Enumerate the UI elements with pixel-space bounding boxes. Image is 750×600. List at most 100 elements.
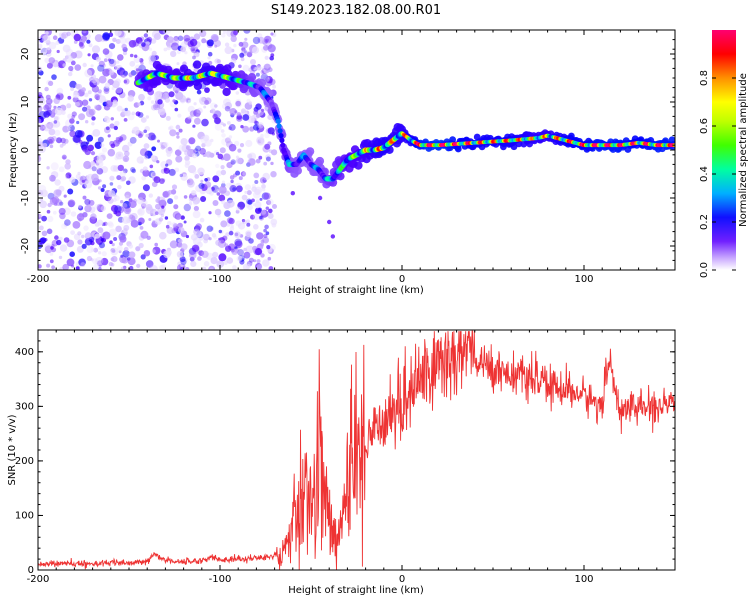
noise-blob bbox=[159, 178, 165, 185]
noise-blob bbox=[248, 152, 257, 161]
noise-blob bbox=[53, 115, 60, 122]
noise-blob bbox=[261, 209, 267, 215]
noise-blob bbox=[208, 237, 212, 241]
noise-blob bbox=[77, 171, 81, 175]
noise-blob bbox=[148, 47, 153, 51]
noise-blob bbox=[102, 63, 106, 68]
noise-blob bbox=[235, 209, 240, 214]
noise-blob bbox=[84, 237, 93, 246]
noise-blob bbox=[94, 106, 98, 110]
noise-blob bbox=[235, 91, 240, 95]
noise-blob bbox=[46, 62, 53, 69]
noise-blob bbox=[56, 49, 60, 54]
noise-blob bbox=[264, 55, 269, 60]
noise-blob bbox=[229, 185, 237, 193]
noise-blob bbox=[179, 267, 184, 270]
noise-blob bbox=[115, 225, 122, 233]
noise-blob bbox=[66, 258, 75, 267]
noise-blob bbox=[98, 95, 106, 103]
noise-blob bbox=[184, 51, 188, 55]
noise-blob bbox=[245, 139, 253, 148]
noise-blob bbox=[163, 47, 168, 52]
noise-blob bbox=[157, 99, 163, 105]
noise-blob bbox=[72, 91, 80, 99]
noise-blob bbox=[42, 143, 48, 148]
ridge-halo bbox=[454, 145, 462, 153]
noise-blob bbox=[267, 67, 273, 73]
x-tick-label: 0 bbox=[399, 574, 405, 585]
noise-blob bbox=[141, 206, 145, 210]
noise-blob bbox=[216, 170, 222, 177]
noise-blob bbox=[202, 266, 207, 270]
noise-blob bbox=[169, 129, 177, 137]
colorbar-label: Normalized spectral amplitude bbox=[738, 73, 749, 227]
noise-blob bbox=[75, 83, 80, 89]
noise-blob bbox=[84, 198, 91, 206]
noise-blob bbox=[46, 263, 51, 268]
noise-blob bbox=[135, 111, 141, 117]
noise-blob bbox=[71, 111, 77, 117]
noise-blob bbox=[115, 151, 124, 160]
noise-blob bbox=[174, 90, 179, 94]
noise-blob bbox=[241, 219, 246, 223]
noise-blob bbox=[145, 260, 154, 268]
noise-blob bbox=[65, 174, 70, 179]
noise-blob bbox=[75, 266, 80, 270]
noise-blob bbox=[171, 184, 178, 190]
noise-blob bbox=[101, 251, 107, 257]
noise-blob bbox=[120, 134, 127, 141]
noise-blob bbox=[109, 123, 115, 129]
noise-blob bbox=[127, 113, 135, 121]
noise-blob bbox=[112, 197, 117, 202]
noise-blob bbox=[162, 30, 171, 35]
noise-blob bbox=[219, 147, 226, 154]
noise-blob bbox=[226, 257, 234, 264]
noise-blob bbox=[114, 156, 119, 161]
noise-blob bbox=[53, 120, 61, 128]
noise-blob bbox=[38, 112, 41, 117]
noise-blob bbox=[50, 171, 59, 179]
noise-blob bbox=[210, 34, 219, 42]
noise-blob bbox=[167, 146, 172, 152]
noise-blob bbox=[180, 263, 184, 267]
noise-blob bbox=[100, 257, 109, 266]
noise-blob bbox=[250, 214, 255, 220]
noise-blob bbox=[165, 115, 171, 121]
noise-blob bbox=[69, 80, 77, 89]
noise-blob bbox=[257, 138, 265, 146]
noise-blob bbox=[38, 141, 44, 148]
noise-blob bbox=[58, 255, 63, 260]
noise-blob bbox=[144, 155, 149, 160]
noise-blob bbox=[253, 124, 260, 131]
noise-blob bbox=[208, 211, 212, 215]
noise-blob bbox=[259, 197, 263, 201]
noise-blob bbox=[228, 143, 237, 152]
noise-blob bbox=[213, 117, 221, 125]
noise-blob bbox=[119, 235, 127, 243]
noise-blob bbox=[75, 174, 81, 180]
y-tick-label: 100 bbox=[15, 510, 34, 521]
noise-blob bbox=[224, 105, 231, 112]
noise-blob bbox=[221, 33, 226, 38]
noise-blob bbox=[180, 243, 188, 251]
noise-blob bbox=[121, 256, 129, 264]
noise-blob bbox=[155, 203, 161, 210]
noise-blob bbox=[185, 234, 189, 239]
noise-blob bbox=[270, 171, 277, 178]
noise-blob bbox=[234, 249, 239, 254]
noise-blob bbox=[254, 180, 259, 184]
noise-blob bbox=[173, 223, 178, 229]
noise-blob bbox=[115, 64, 121, 71]
noise-blob bbox=[264, 132, 270, 139]
noise-blob bbox=[62, 63, 67, 67]
noise-blob bbox=[199, 147, 207, 155]
noise-blob bbox=[107, 148, 116, 157]
noise-blob bbox=[38, 118, 42, 124]
noise-blob bbox=[254, 120, 258, 124]
noise-blob bbox=[178, 227, 185, 234]
noise-blob bbox=[190, 260, 197, 267]
colorbar-ticks: 0.0 0.2 0.4 0.6 0.8 bbox=[699, 70, 736, 278]
colorbar-tick-label: 0.8 bbox=[699, 70, 710, 86]
colorbar: 0.0 0.2 0.4 0.6 0.8 Normalized spectral ampl… bbox=[699, 30, 749, 278]
